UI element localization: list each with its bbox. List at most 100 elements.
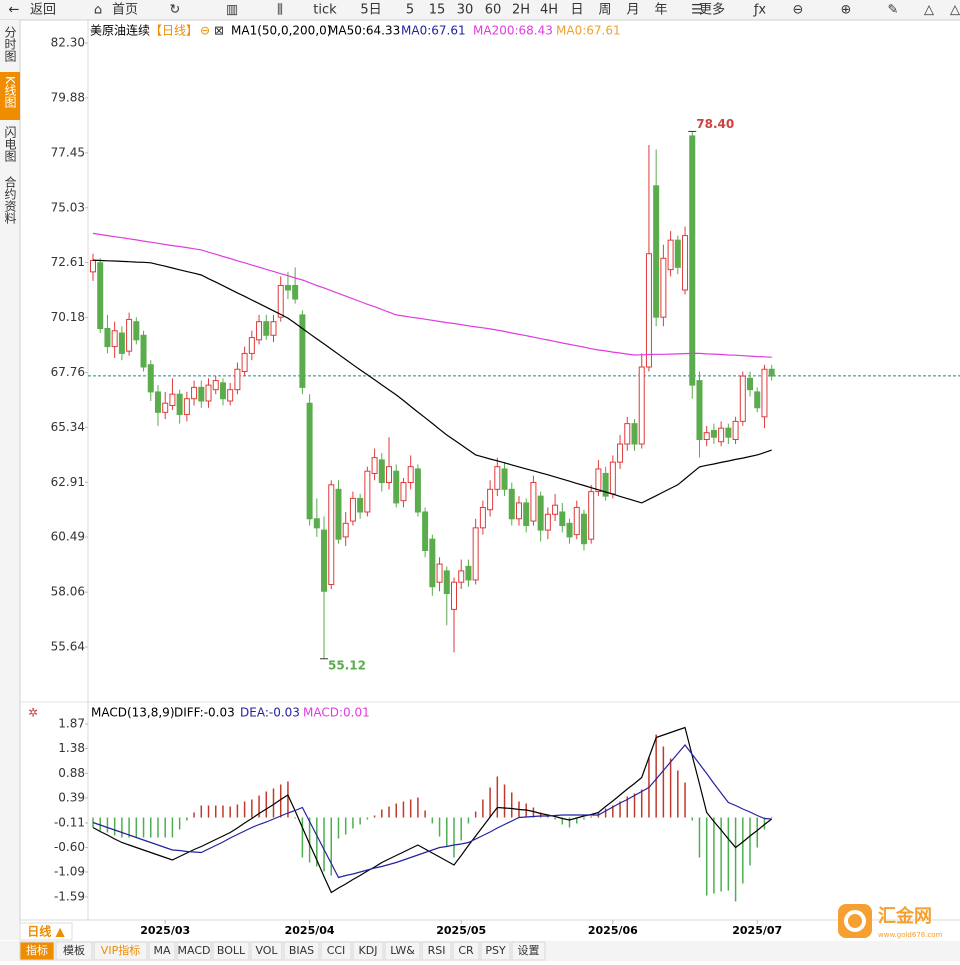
- header-icon[interactable]: ⊠: [214, 24, 224, 38]
- tab[interactable]: VOL: [255, 944, 278, 957]
- candle-body: [90, 260, 96, 273]
- toolbar-icon[interactable]: △: [924, 3, 934, 18]
- toolbar-icon[interactable]: ƒx: [753, 3, 767, 18]
- toolbar-icon[interactable]: △: [950, 3, 960, 18]
- candle-body: [111, 330, 118, 348]
- y-tick-label: 0.88: [58, 766, 85, 780]
- toolbar-icon[interactable]: ✎: [888, 3, 899, 18]
- toolbar-button[interactable]: 5: [406, 3, 414, 18]
- candle-body: [133, 321, 140, 341]
- y-tick-label: -1.59: [54, 890, 85, 904]
- toolbar-button[interactable]: 2H: [512, 3, 530, 18]
- y-tick-label: 65.34: [51, 420, 85, 434]
- tab[interactable]: BIAS: [289, 944, 314, 957]
- candle-body: [754, 391, 761, 409]
- tab[interactable]: 设置: [518, 944, 540, 957]
- tab[interactable]: 指标: [26, 943, 48, 957]
- toolbar-button[interactable]: 周: [598, 3, 611, 18]
- toolbar-icon[interactable]: ▥: [226, 3, 238, 18]
- tab[interactable]: PSY: [485, 944, 506, 957]
- tab-bg: [452, 941, 480, 961]
- tab[interactable]: BOLL: [217, 944, 246, 957]
- candle-body: [703, 432, 710, 440]
- toolbar-button[interactable]: 4H: [540, 3, 558, 18]
- candle-body: [364, 470, 371, 513]
- tab[interactable]: CR: [458, 944, 474, 957]
- sidebar-tab[interactable]: 分时图: [3, 26, 17, 62]
- candle-body: [653, 185, 660, 318]
- candle-body: [747, 377, 754, 391]
- legend-entry: DIFF:-0.03: [174, 706, 235, 720]
- toolbar-button[interactable]: 15: [429, 3, 446, 18]
- sidebar-tab[interactable]: 闪电图: [3, 126, 17, 162]
- tab[interactable]: VIP指标: [101, 943, 140, 957]
- tab-bg: [384, 941, 421, 961]
- tab-bg: [19, 941, 55, 961]
- candle-body: [559, 511, 566, 527]
- candle-body: [718, 427, 725, 443]
- candle-body: [617, 443, 624, 463]
- candle-body: [689, 135, 696, 386]
- candle-body: [501, 468, 508, 490]
- legend-entry: MA50:64.33: [328, 24, 400, 38]
- settings-icon[interactable]: ✲: [28, 706, 38, 720]
- line-series: [92, 259, 772, 504]
- x-tick-label: 2025/06: [588, 924, 638, 937]
- candle-body: [508, 488, 515, 520]
- y-tick-label: 1.87: [58, 717, 85, 731]
- toolbar-button[interactable]: 更多: [699, 2, 725, 18]
- high-label: 78.40: [696, 117, 734, 131]
- tab[interactable]: 模板: [63, 943, 85, 957]
- toolbar-button[interactable]: 30: [457, 3, 474, 18]
- logo-mark: [844, 910, 866, 932]
- candle-body: [198, 386, 205, 402]
- candle-body: [487, 488, 494, 511]
- toolbar-button[interactable]: 月: [626, 3, 639, 18]
- logo-icon: [838, 904, 872, 938]
- candle-body: [227, 389, 234, 402]
- tab-bg: [55, 941, 93, 961]
- tab[interactable]: KDJ: [359, 944, 378, 957]
- toolbar-icon[interactable]: ⌂: [94, 3, 102, 18]
- candle-body: [386, 466, 393, 484]
- candle-body: [306, 402, 313, 520]
- candle-body: [667, 239, 674, 271]
- toolbar-button[interactable]: 返回: [30, 3, 56, 18]
- tab-bg: [480, 941, 511, 961]
- candle-body: [674, 239, 681, 268]
- toolbar-button[interactable]: 年: [654, 3, 667, 18]
- sidebar-tab[interactable]: K线图: [3, 76, 17, 108]
- toolbar-button[interactable]: 60: [485, 3, 502, 18]
- candle-body: [393, 470, 400, 504]
- x-tick-label: 2025/05: [436, 924, 486, 937]
- period-button[interactable]: 日线 ▲: [27, 924, 65, 939]
- tab[interactable]: MACD: [178, 944, 211, 957]
- candle-body: [407, 466, 414, 484]
- sidebar-tab[interactable]: 合约资料: [3, 175, 17, 224]
- toolbar-icon[interactable]: ←: [9, 3, 20, 18]
- header-icon[interactable]: ⊖: [200, 24, 210, 38]
- toolbar-button[interactable]: tick: [313, 3, 337, 18]
- candle-body: [154, 391, 161, 413]
- toolbar-icon[interactable]: ⊕: [841, 3, 852, 18]
- candle-body: [176, 393, 183, 416]
- toolbar-icon[interactable]: ⊖: [793, 3, 804, 18]
- tab[interactable]: RSI: [428, 944, 446, 957]
- candle-body: [422, 511, 429, 551]
- toolbar-button[interactable]: 5日: [360, 3, 381, 18]
- toolbar-icon[interactable]: ↻: [170, 3, 181, 18]
- candle-body: [544, 513, 551, 531]
- tab[interactable]: CCI: [327, 944, 346, 957]
- tab-bg: [212, 941, 250, 961]
- candle-body: [126, 318, 133, 352]
- low-label: 55.12: [328, 658, 366, 672]
- toolbar-button[interactable]: 首页: [112, 3, 138, 18]
- candle-body: [451, 581, 457, 610]
- candle-body: [739, 375, 746, 422]
- toolbar-icon[interactable]: ☰: [691, 3, 703, 18]
- tab[interactable]: LW&: [390, 944, 415, 957]
- toolbar-button[interactable]: 日: [570, 3, 583, 18]
- y-tick-label: -0.60: [54, 840, 85, 854]
- tab[interactable]: MA: [153, 944, 170, 957]
- toolbar-icon[interactable]: ⫼: [277, 3, 283, 18]
